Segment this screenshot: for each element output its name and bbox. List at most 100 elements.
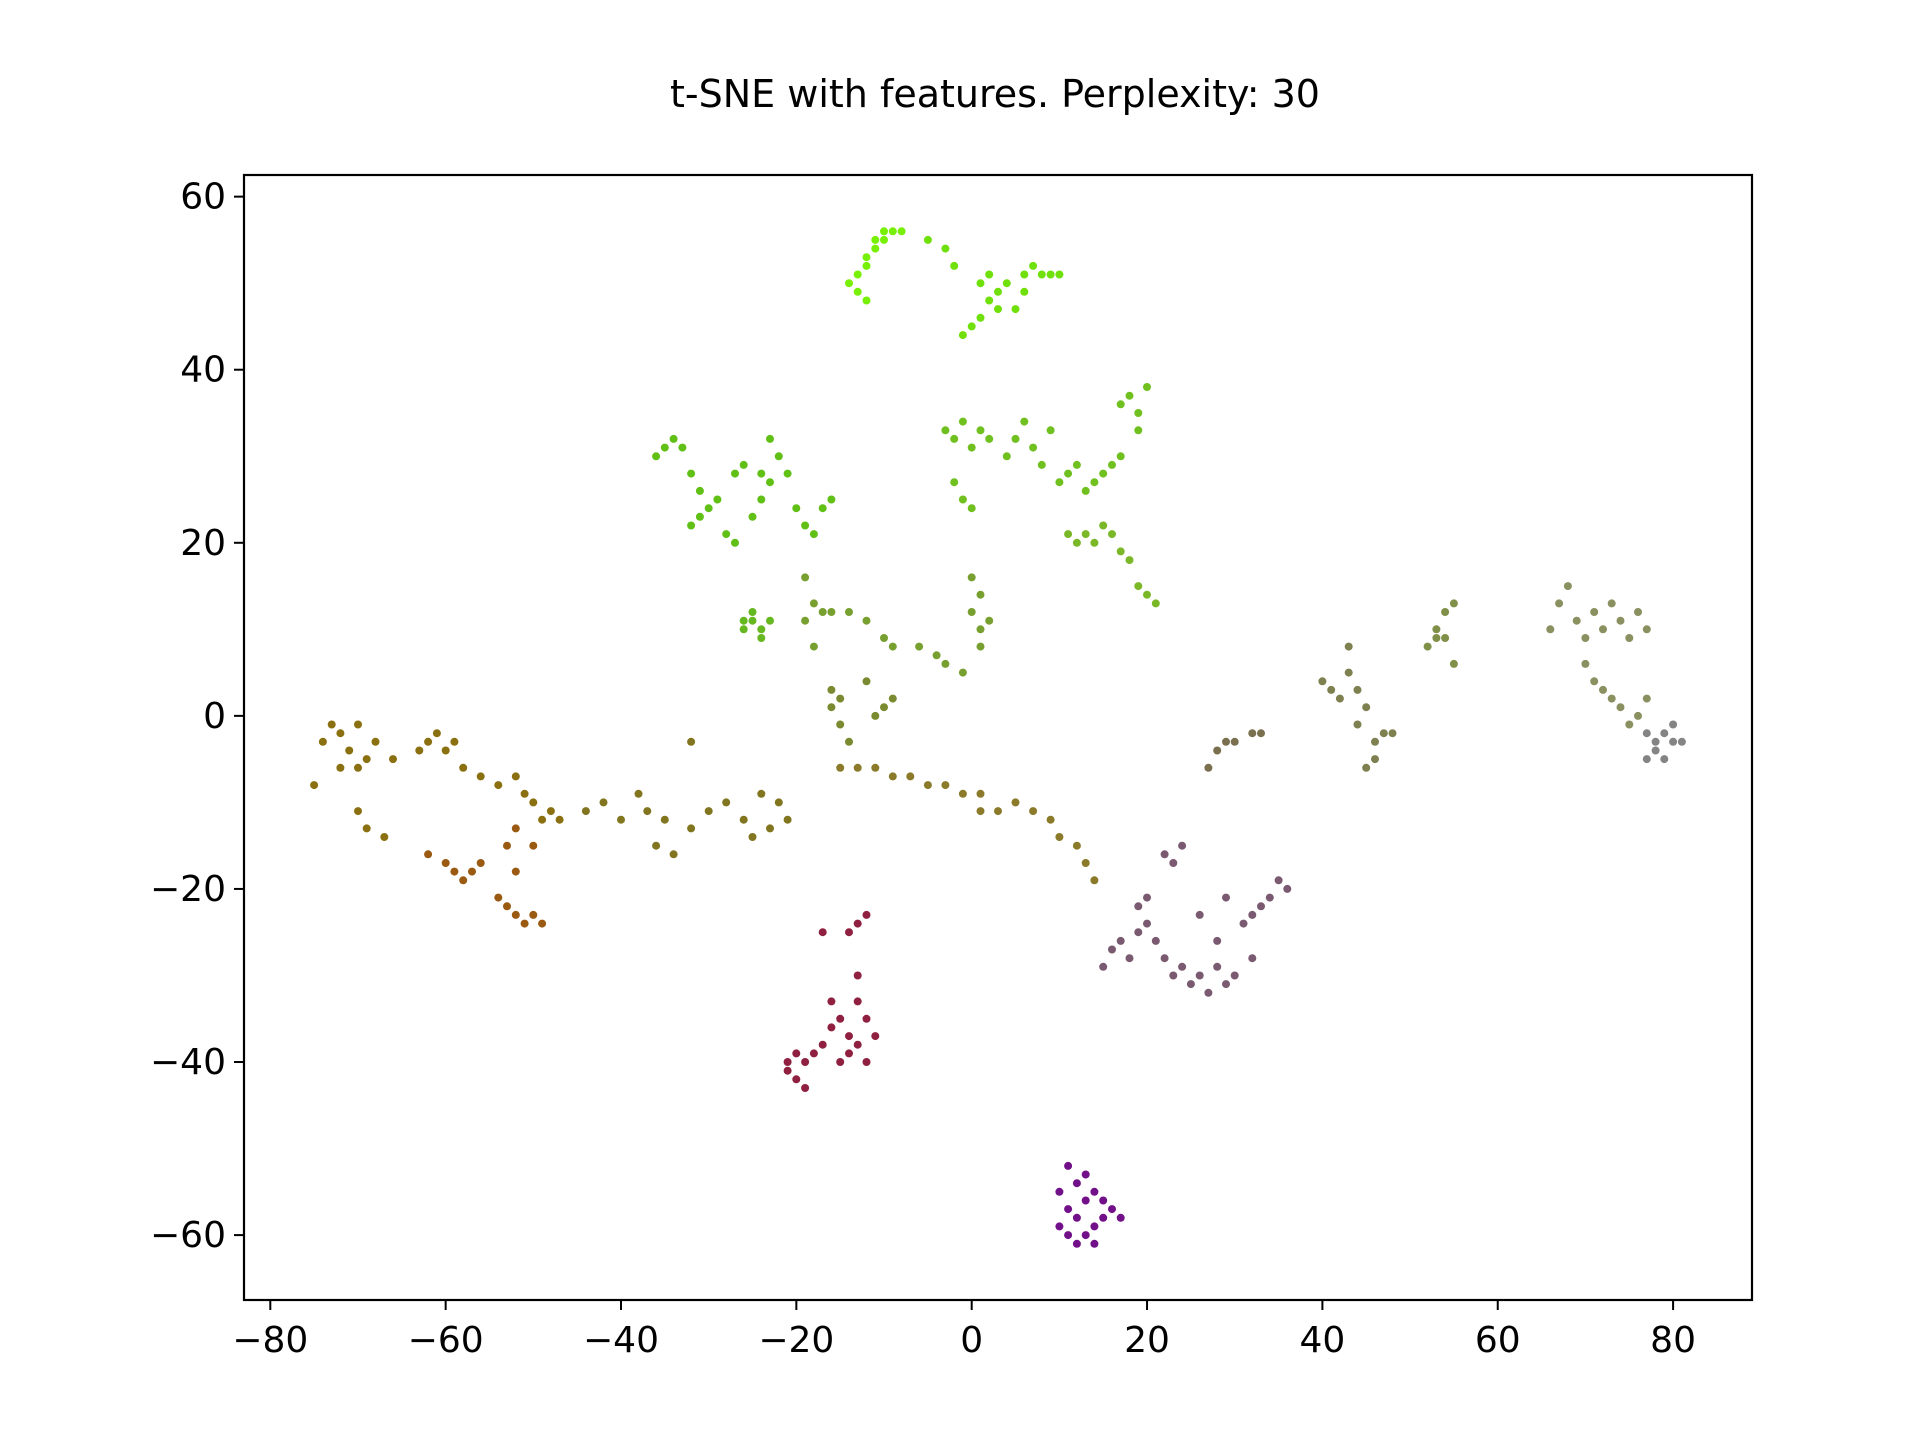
- scatter-point: [415, 746, 424, 755]
- scatter-point: [1099, 962, 1108, 971]
- scatter-point: [836, 694, 845, 703]
- scatter-point: [1169, 971, 1178, 980]
- scatter-point: [976, 426, 985, 435]
- x-tick-label: 80: [1650, 1320, 1696, 1361]
- scatter-point: [1055, 270, 1064, 279]
- scatter-point: [643, 807, 652, 816]
- chart-title: t-SNE with features. Perplexity: 30: [670, 72, 1320, 116]
- scatter-point: [1011, 434, 1020, 443]
- scatter-point: [845, 1032, 853, 1041]
- scatter-point: [923, 781, 932, 790]
- scatter-point: [1099, 1196, 1108, 1205]
- x-tick-label: −20: [758, 1320, 834, 1361]
- scatter-point: [1388, 729, 1397, 738]
- scatter-point: [1090, 1187, 1099, 1196]
- scatter-point: [1072, 1179, 1081, 1188]
- scatter-point: [1248, 729, 1257, 738]
- scatter-point: [801, 616, 810, 625]
- scatter-point: [652, 452, 661, 461]
- scatter-point: [906, 772, 915, 781]
- scatter-point: [660, 443, 669, 452]
- scatter-point: [757, 634, 766, 642]
- scatter-point: [660, 815, 669, 824]
- scatter-point: [1344, 642, 1353, 651]
- scatter-point: [1572, 616, 1581, 625]
- scatter-point: [801, 573, 810, 582]
- scatter-point: [1072, 1213, 1081, 1222]
- scatter-point: [888, 772, 897, 781]
- scatter-point: [1090, 478, 1099, 487]
- scatter-point: [1134, 902, 1143, 911]
- scatter-point: [792, 1049, 801, 1058]
- scatter-point: [1642, 694, 1651, 703]
- x-tick-label: 20: [1124, 1320, 1170, 1361]
- scatter-point: [1134, 426, 1143, 435]
- scatter-point: [1072, 1239, 1081, 1248]
- scatter-point: [862, 296, 871, 305]
- scatter-point: [862, 1058, 871, 1066]
- scatter-point: [1125, 556, 1134, 565]
- scatter-point: [985, 434, 994, 443]
- scatter-point: [687, 737, 696, 746]
- scatter-point: [555, 815, 564, 824]
- scatter-point: [739, 625, 748, 634]
- scatter-point: [958, 495, 967, 504]
- scatter-point: [923, 235, 932, 244]
- points-layer: [310, 227, 1686, 1248]
- scatter-point: [1064, 469, 1073, 478]
- scatter-point: [748, 608, 757, 616]
- scatter-point: [941, 659, 950, 668]
- scatter-point: [450, 867, 459, 876]
- scatter-point: [809, 530, 818, 539]
- scatter-point: [958, 417, 967, 426]
- scatter-point: [1116, 1213, 1125, 1222]
- scatter-point: [880, 227, 888, 236]
- scatter-point: [774, 452, 783, 461]
- scatter-point: [1116, 452, 1125, 461]
- scatter-point: [1222, 980, 1230, 989]
- y-tick-label: 60: [180, 177, 226, 218]
- scatter-point: [1669, 737, 1678, 746]
- x-tick-label: −40: [583, 1320, 659, 1361]
- scatter-point: [1660, 729, 1669, 738]
- y-tick-label: 0: [203, 696, 226, 737]
- scatter-point: [958, 668, 967, 677]
- scatter-point: [1099, 469, 1108, 478]
- scatter-point: [1064, 1161, 1073, 1170]
- scatter-point: [1283, 884, 1292, 893]
- scatter-point: [1151, 936, 1160, 945]
- x-tick-label: −60: [408, 1320, 484, 1361]
- scatter-point: [354, 720, 362, 729]
- scatter-point: [1143, 893, 1151, 902]
- scatter-point: [1265, 893, 1274, 902]
- scatter-point: [1449, 659, 1458, 668]
- scatter-point: [853, 997, 862, 1006]
- scatter-point: [354, 763, 362, 772]
- scatter-point: [1335, 694, 1344, 703]
- scatter-point: [967, 608, 976, 616]
- scatter-point: [1379, 729, 1388, 738]
- scatter-point: [757, 469, 766, 478]
- scatter-point: [520, 789, 529, 798]
- scatter-point: [476, 859, 485, 867]
- scatter-point: [967, 443, 976, 452]
- scatter-point: [1204, 988, 1213, 997]
- scatter-point: [862, 1014, 871, 1023]
- scatter-point: [362, 755, 371, 764]
- scatter-point: [511, 910, 520, 919]
- scatter-point: [617, 815, 625, 824]
- scatter-point: [888, 642, 897, 651]
- scatter-point: [915, 642, 924, 651]
- scatter-point: [976, 590, 985, 599]
- x-tick-label: 60: [1475, 1320, 1521, 1361]
- scatter-point: [1081, 530, 1090, 539]
- scatter-point: [450, 737, 459, 746]
- scatter-point: [1248, 954, 1257, 963]
- scatter-point: [792, 504, 801, 513]
- scatter-point: [862, 261, 871, 270]
- scatter-point: [380, 833, 389, 841]
- scatter-point: [888, 227, 897, 236]
- scatter-point: [731, 538, 739, 547]
- scatter-point: [336, 763, 345, 772]
